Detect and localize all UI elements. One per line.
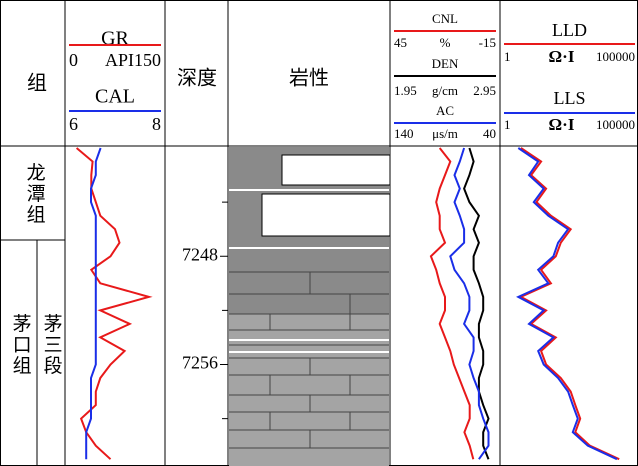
scale-right: 100000 — [596, 117, 635, 132]
log-curve — [77, 148, 149, 459]
scale-right: -15 — [479, 35, 496, 50]
curve-name: LLD — [552, 20, 587, 40]
scale-unit: μs/m — [432, 126, 458, 141]
curve-name: CAL — [95, 86, 135, 108]
lithology-header: 岩性 — [289, 67, 329, 90]
well-log: 组 深度 岩性 龙潭组茅口组茅三段 7248 7256 GR 0 API150 CAL 6 8 C… — [0, 0, 638, 466]
log-curve — [521, 148, 619, 459]
curve-name: AC — [436, 103, 454, 118]
depth-label: 7248 — [182, 244, 218, 264]
curve-name: CNL — [432, 11, 458, 26]
curve-name: LLS — [553, 88, 585, 108]
scale-left: 0 — [69, 50, 78, 70]
zone-label: 龙潭组 — [24, 162, 46, 225]
log-curve — [464, 148, 488, 459]
scale-unit: Ω·I — [549, 115, 575, 134]
depth-header: 深度 — [177, 67, 217, 90]
scale-right: API150 — [105, 50, 161, 70]
curve-name: DEN — [432, 56, 459, 71]
depth-label: 7256 — [182, 353, 218, 373]
scale-unit: % — [440, 35, 451, 50]
scale-right: 100000 — [596, 49, 635, 64]
curve-name: GR — [101, 28, 129, 50]
scale-left: 6 — [69, 114, 78, 134]
zone-label: 茅三段 — [41, 313, 63, 376]
scale-right: 2.95 — [473, 83, 496, 98]
zone-header: 组 — [27, 72, 47, 95]
scale-unit: g/cm — [432, 83, 458, 98]
scale-left: 45 — [394, 35, 407, 50]
lithology — [229, 147, 390, 466]
zone-label: 茅口组 — [10, 313, 32, 376]
scale-unit: Ω·I — [549, 47, 575, 66]
scale-left: 1.95 — [394, 83, 417, 98]
scale-left: 140 — [394, 126, 414, 141]
scale-left: 1 — [504, 49, 511, 64]
scale-left: 1 — [504, 117, 511, 132]
scale-right: 8 — [152, 114, 161, 134]
scale-right: 40 — [483, 126, 496, 141]
